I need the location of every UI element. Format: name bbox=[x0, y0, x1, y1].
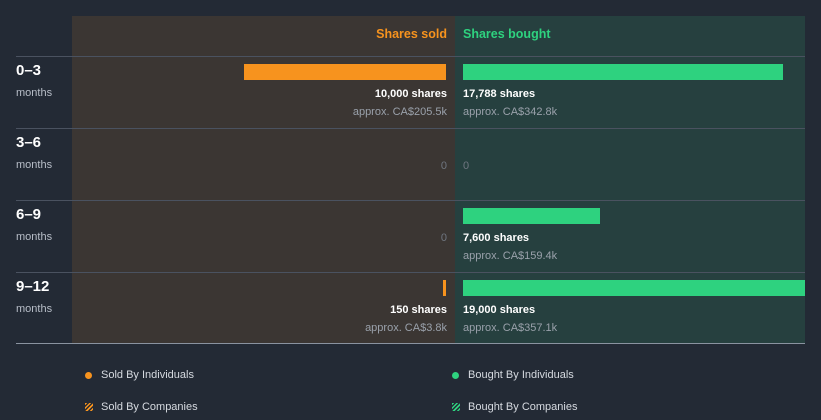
legend-label: Sold By Individuals bbox=[101, 369, 194, 381]
bought-approx-value: approx. CA$342.8k bbox=[463, 106, 558, 118]
row-unit-label: months bbox=[16, 159, 53, 171]
sold-shares-label: 10,000 shares bbox=[374, 88, 447, 100]
bought-bar bbox=[463, 64, 783, 80]
bought-bar bbox=[463, 280, 805, 296]
row-period-label: 0–3 bbox=[16, 62, 42, 79]
sold-bar bbox=[244, 64, 446, 80]
bought-shares-label: 7,600 shares bbox=[463, 232, 530, 244]
dot-marker-icon bbox=[452, 371, 459, 379]
row-divider bbox=[16, 56, 805, 57]
chart-baseline bbox=[16, 343, 805, 344]
legend-label: Bought By Individuals bbox=[468, 369, 574, 381]
hatch-marker-icon bbox=[452, 403, 460, 411]
sold-column-header: Shares sold bbox=[376, 27, 447, 41]
sold-approx-value: approx. CA$205.5k bbox=[352, 106, 447, 118]
legend-bought-companies[interactable]: Bought By Companies bbox=[452, 401, 577, 413]
bought-approx-value: approx. CA$159.4k bbox=[463, 250, 558, 262]
bought-approx-value: approx. CA$357.1k bbox=[463, 322, 558, 334]
bought-shares-label: 17,788 shares bbox=[463, 88, 536, 100]
sold-approx-value: approx. CA$3.8k bbox=[365, 322, 447, 334]
sold-shares-label: 150 shares bbox=[390, 304, 447, 316]
bought-bar bbox=[463, 208, 600, 224]
row-divider bbox=[16, 128, 805, 129]
bought-zero-label: 0 bbox=[463, 160, 470, 172]
dot-marker-icon bbox=[85, 371, 92, 379]
row-unit-label: months bbox=[16, 231, 53, 243]
legend-label: Sold By Companies bbox=[101, 401, 198, 413]
sold-zero-label: 0 bbox=[440, 160, 447, 172]
bought-shares-label: 19,000 shares bbox=[463, 304, 536, 316]
hatch-marker-icon bbox=[85, 403, 93, 411]
row-period-label: 3–6 bbox=[16, 134, 42, 151]
sold-bar bbox=[443, 280, 446, 296]
row-divider bbox=[16, 272, 805, 273]
row-divider bbox=[16, 200, 805, 201]
legend-sold-individuals[interactable]: Sold By Individuals bbox=[85, 369, 194, 381]
sold-zero-label: 0 bbox=[440, 232, 447, 244]
bought-column-header: Shares bought bbox=[463, 27, 551, 41]
row-unit-label: months bbox=[16, 303, 53, 315]
legend-bought-individuals[interactable]: Bought By Individuals bbox=[452, 369, 574, 381]
row-period-label: 6–9 bbox=[16, 206, 42, 223]
legend-label: Bought By Companies bbox=[468, 401, 578, 413]
row-period-label: 9–12 bbox=[16, 278, 50, 295]
legend-sold-companies[interactable]: Sold By Companies bbox=[85, 401, 198, 413]
row-unit-label: months bbox=[16, 87, 53, 99]
